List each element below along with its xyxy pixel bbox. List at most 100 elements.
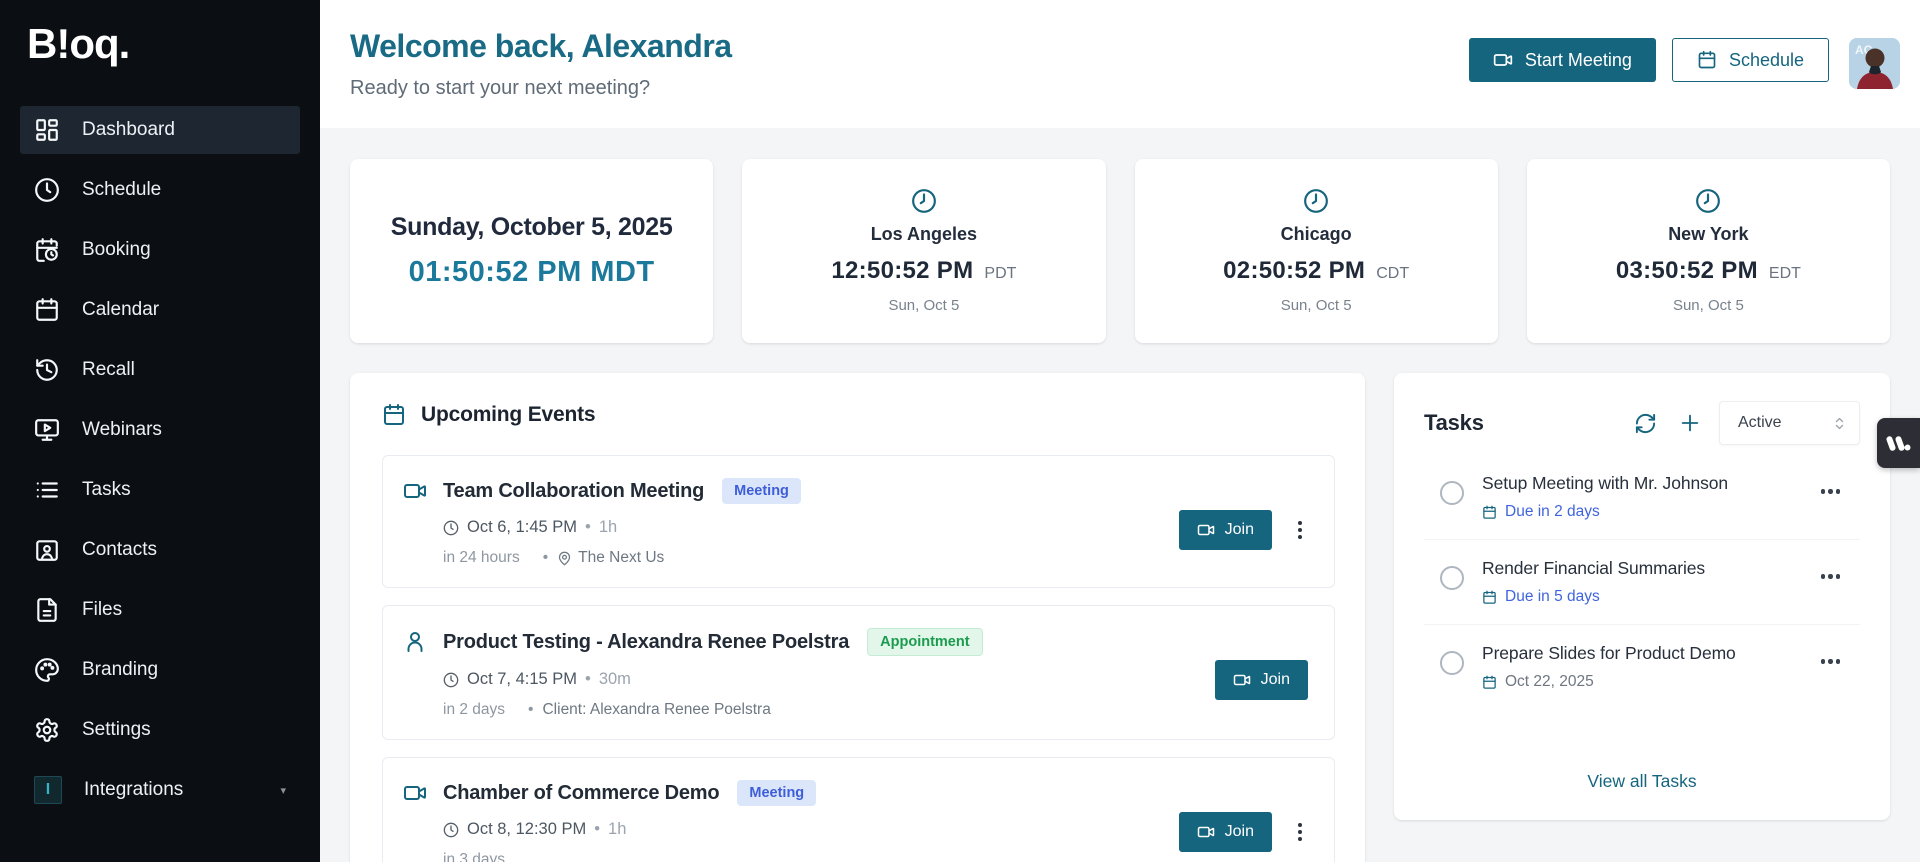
sidebar-item-settings[interactable]: Settings (20, 706, 300, 754)
sidebar-item-dashboard[interactable]: Dashboard (20, 106, 300, 154)
tasks-card: Tasks Active (1394, 373, 1890, 820)
event-badge: Meeting (722, 478, 801, 504)
sidebar-item-label: Dashboard (82, 119, 175, 140)
sidebar-item-schedule[interactable]: Schedule (20, 166, 300, 214)
timezone-card-new-york: New York 03:50:52 PM EDT Sun, Oct 5 (1526, 159, 1890, 343)
start-meeting-button[interactable]: Start Meeting (1468, 38, 1656, 82)
join-button[interactable]: Join (1178, 812, 1272, 852)
view-all-tasks-link[interactable]: View all Tasks (1587, 771, 1697, 791)
sidebar-item-label: Settings (82, 719, 151, 740)
timezone-date: Sun, Oct 5 (1672, 297, 1744, 314)
schedule-button-label: Schedule (1728, 49, 1804, 70)
event-badge: Appointment (867, 628, 983, 656)
sidebar-item-label: Files (82, 599, 123, 620)
dot-separator: • (542, 549, 549, 566)
timezone-city: Chicago (1280, 224, 1352, 244)
clock-icon (35, 178, 59, 202)
monitor-play-icon (35, 419, 59, 441)
sidebar-item-files[interactable]: Files (20, 586, 300, 634)
sidebar-item-label: Schedule (82, 179, 162, 200)
user-avatar[interactable]: AC (1849, 38, 1900, 89)
event-menu-kebab-icon[interactable] (1292, 818, 1308, 846)
local-time-card: Sunday, October 5, 2025 01:50:52 PM MDT (350, 159, 714, 343)
join-button-label: Join (1224, 823, 1254, 840)
sidebar-item-contacts[interactable]: Contacts (20, 526, 300, 574)
join-button[interactable]: Join (1178, 510, 1272, 550)
task-checkbox[interactable] (1440, 481, 1464, 505)
welcome-block: Welcome back, Alexandra Ready to start y… (350, 28, 732, 100)
gear-icon (36, 718, 58, 742)
local-time: 01:50:52 PM MDT (408, 256, 655, 288)
task-checkbox[interactable] (1440, 651, 1464, 675)
sidebar: B!oq. Dashboard Schedule Booking Calenda… (0, 0, 320, 862)
clock-icon (443, 520, 459, 535)
task-menu-kebab-icon[interactable] (1817, 655, 1845, 668)
sidebar-item-calendar[interactable]: Calendar (20, 286, 300, 334)
monday-logo-icon (1885, 436, 1910, 451)
timezone-abbr: CDT (1376, 265, 1410, 282)
list-icon (36, 482, 58, 498)
task-menu-kebab-icon[interactable] (1817, 485, 1845, 498)
event-title: Chamber of Commerce Demo (443, 781, 720, 804)
palette-icon (35, 658, 59, 682)
avatar-image: AC (1849, 38, 1900, 89)
sidebar-item-tasks[interactable]: Tasks (20, 466, 300, 514)
add-task-button[interactable] (1675, 408, 1705, 438)
chevron-down-icon: ▾ (280, 784, 286, 797)
event-duration: 30m (598, 670, 631, 688)
video-camera-icon (1197, 826, 1214, 838)
refresh-icon (1635, 413, 1656, 433)
clock-icon (1696, 189, 1721, 213)
sidebar-item-recall[interactable]: Recall (20, 346, 300, 394)
event-menu-kebab-icon[interactable] (1292, 516, 1308, 544)
timezone-date: Sun, Oct 5 (1280, 297, 1352, 314)
event-row: Product Testing - Alexandra Renee Poelst… (382, 605, 1335, 740)
task-filter-select[interactable]: Active (1719, 401, 1860, 445)
sidebar-item-integrations[interactable]: I Integrations ▾ (20, 766, 300, 814)
task-row: Render Financial Summaries Due in 5 days (1424, 539, 1860, 624)
contact-card-icon (36, 540, 58, 561)
event-client: Client: Alexandra Renee Poelstra (542, 701, 771, 718)
event-datetime: Oct 6, 1:45 PM (467, 518, 578, 536)
timezone-card-chicago: Chicago 02:50:52 PM CDT Sun, Oct 5 (1134, 159, 1498, 343)
task-title: Prepare Slides for Product Demo (1482, 643, 1736, 663)
topbar-actions: Start Meeting Schedule AC (1468, 28, 1900, 89)
events-section-title: Upcoming Events (421, 403, 596, 426)
task-checkbox[interactable] (1440, 566, 1464, 590)
dot-separator: • (585, 518, 591, 536)
main-area: Welcome back, Alexandra Ready to start y… (320, 0, 1920, 862)
timezone-time: 03:50:52 PM (1615, 257, 1758, 284)
event-relative-time: in 24 hours (443, 549, 520, 566)
task-menu-kebab-icon[interactable] (1817, 570, 1845, 583)
plus-icon (1681, 414, 1699, 432)
clock-icon (443, 672, 459, 687)
monday-widget-tab[interactable] (1877, 418, 1920, 468)
dashboard-icon (36, 119, 58, 141)
event-datetime: Oct 8, 12:30 PM (467, 820, 587, 838)
dashboard-content: Sunday, October 5, 2025 01:50:52 PM MDT … (320, 128, 1920, 862)
integrations-icon: I (34, 776, 62, 804)
join-button[interactable]: Join (1214, 660, 1308, 700)
start-meeting-label: Start Meeting (1524, 49, 1632, 70)
chevrons-up-down-icon (1835, 417, 1844, 429)
calendar-icon (1483, 590, 1496, 604)
schedule-button[interactable]: Schedule (1671, 38, 1829, 82)
sidebar-item-webinars[interactable]: Webinars (20, 406, 300, 454)
local-date: Sunday, October 5, 2025 (390, 213, 673, 241)
timezone-abbr: PDT (984, 265, 1017, 282)
sidebar-item-label: Integrations (84, 779, 184, 800)
sidebar-item-booking[interactable]: Booking (20, 226, 300, 274)
task-title: Render Financial Summaries (1482, 558, 1706, 578)
task-row: Prepare Slides for Product Demo Oct 22, … (1424, 624, 1860, 709)
refresh-tasks-button[interactable] (1630, 408, 1661, 439)
sidebar-item-label: Recall (82, 359, 135, 380)
calendar-icon (1698, 50, 1716, 69)
file-icon (37, 598, 57, 622)
calendar-icon (36, 298, 58, 321)
sidebar-item-branding[interactable]: Branding (20, 646, 300, 694)
event-relative-time: in 2 days (443, 701, 506, 718)
dot-separator: • (594, 820, 601, 838)
event-duration: 1h (608, 820, 627, 838)
join-button-label: Join (1260, 671, 1290, 688)
sidebar-item-label: Booking (82, 239, 151, 260)
